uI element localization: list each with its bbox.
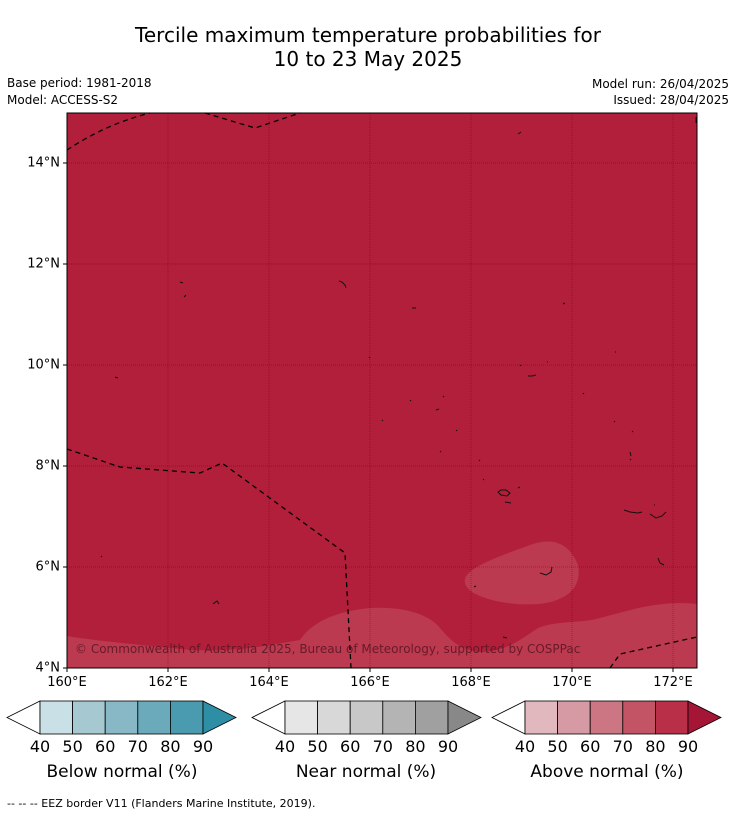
colorbar-below-label: Below normal (%): [46, 762, 198, 782]
eez-legend-note: -- -- -- EEZ border V11 (Flanders Marine…: [7, 797, 316, 810]
probability-contour-east: [464, 541, 579, 605]
base-period: Base period: 1981-2018: [7, 76, 152, 90]
colorbar-near-label: Near normal (%): [295, 762, 437, 782]
y-tick-label: 6°N: [35, 559, 61, 575]
map-frame: [66, 112, 698, 669]
y-tick-label: 4°N: [35, 660, 61, 676]
colorbar-near-tick: 70: [372, 737, 393, 756]
chart-title-line1: Tercile maximum temperature probabilitie…: [135, 23, 601, 47]
y-tick-label: 14°N: [27, 155, 60, 171]
y-tick-label: 8°N: [35, 458, 61, 474]
model-run: Model run: 26/04/2025: [591, 77, 729, 91]
colorbar-near-tick: 80: [405, 737, 426, 756]
colorbar-above-tick: 70: [612, 737, 633, 756]
chart-title-line2: 10 to 23 May 2025: [273, 47, 463, 71]
issued-date: Issued: 28/04/2025: [613, 93, 729, 107]
islands: [100, 117, 697, 639]
colorbar-near-tick: 90: [437, 737, 459, 756]
colorbar-near-tick: 60: [340, 737, 361, 756]
colorbar-above-tick: 90: [677, 737, 699, 756]
colorbar-near-tick: 50: [307, 737, 328, 756]
y-tick-label: 12°N: [27, 256, 60, 272]
model-name: Model: ACCESS-S2: [7, 93, 119, 107]
colorbar-above-label: Above normal (%): [530, 762, 684, 782]
x-tick-label: 166°E: [350, 675, 390, 690]
colorbar-above-tick: 50: [547, 737, 568, 756]
colorbar-near-tick: 40: [274, 737, 296, 756]
x-tick-label: 164°E: [249, 675, 289, 690]
colorbar-above-tick: 60: [580, 737, 601, 756]
colorbar-above-tick: 80: [645, 737, 666, 756]
probability-contour-south: [67, 603, 697, 668]
probability-field: [67, 113, 697, 668]
x-tick-label: 168°E: [451, 675, 491, 690]
colorbar-below-tick: 40: [29, 737, 51, 756]
x-tick-label: 162°E: [148, 675, 188, 690]
colorbar-above-tick: 40: [514, 737, 536, 756]
colorbar-below-tick: 70: [127, 737, 148, 756]
x-tick-label: 172°E: [653, 675, 693, 690]
y-tick-label: 10°N: [27, 357, 60, 373]
colorbar-below-tick: 60: [95, 737, 116, 756]
map-gridlines: [67, 113, 697, 668]
colorbar-below-tick: 80: [160, 737, 181, 756]
colorbar-below-tick: 90: [192, 737, 214, 756]
x-tick-label: 160°E: [47, 675, 87, 690]
eez-borders: [66, 112, 698, 669]
x-tick-label: 170°E: [552, 675, 592, 690]
axis-tick-marks: [63, 162, 674, 672]
copyright-text: © Commonwealth of Australia 2025, Bureau…: [75, 642, 580, 656]
colorbar-below-tick: 50: [62, 737, 83, 756]
